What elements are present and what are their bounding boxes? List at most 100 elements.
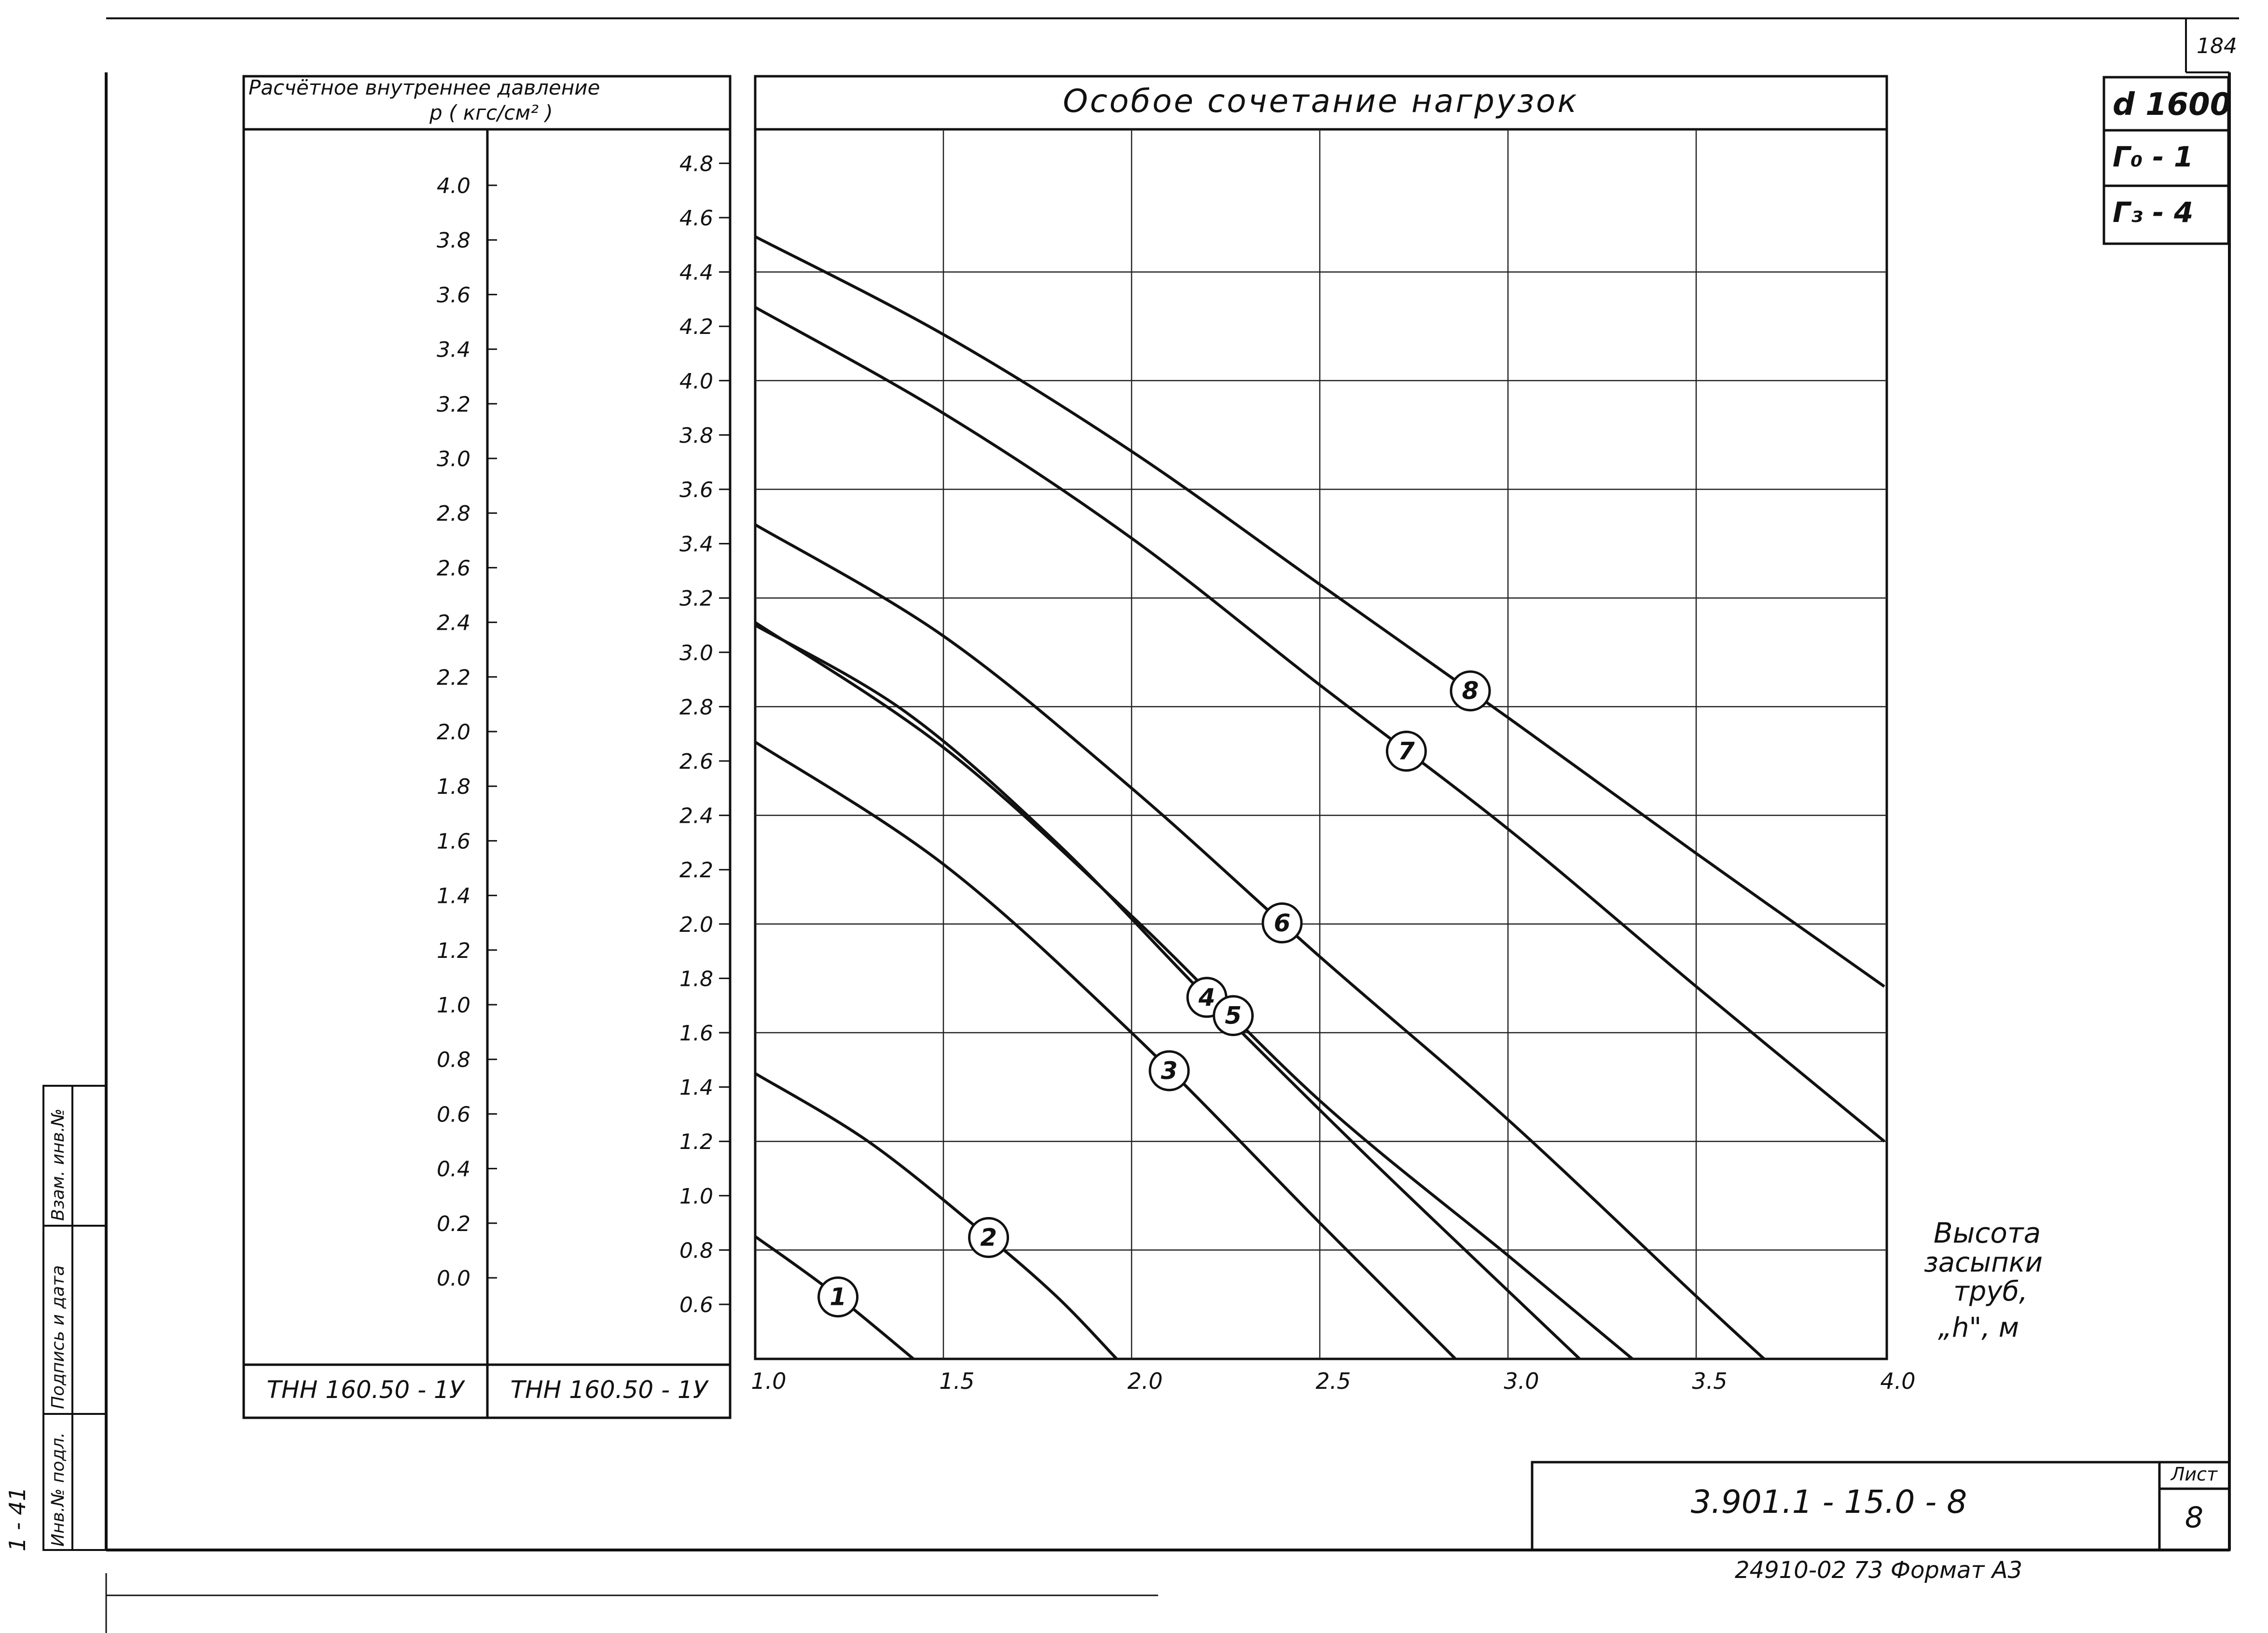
inner-tick-label: 4.8 <box>679 152 713 176</box>
curve-marker-8 <box>1450 670 1491 712</box>
curve-labels: 1 2 3 45 6 7 8 <box>817 670 1491 1318</box>
curve-marker-3 <box>1148 1050 1190 1092</box>
inner-tick-label: 2.6 <box>679 749 713 774</box>
outer-tick-label: 1.0 <box>437 993 470 1018</box>
x-label-line2: засыпки <box>1924 1247 2043 1278</box>
inner-tick-label: 3.6 <box>679 478 713 502</box>
inner-tick-label: 3.4 <box>679 532 713 557</box>
stamp-replaced-inv: Взам. инв.№ <box>48 1108 68 1221</box>
x-tick-label: 1.5 <box>939 1368 974 1394</box>
curves <box>754 235 1885 1360</box>
outer-tick-label: 1.8 <box>437 775 470 799</box>
inner-tick-label: 0.8 <box>679 1238 713 1263</box>
curve-7 <box>754 306 1885 1143</box>
outer-tick-label: 3.4 <box>437 338 470 362</box>
outer-tick-label: 3.8 <box>437 228 470 253</box>
outer-tick-label: 1.6 <box>437 829 470 854</box>
inner-tick-label: 1.0 <box>679 1184 713 1209</box>
x-tick-label: 2.0 <box>1127 1368 1162 1394</box>
inner-tick-label: 3.2 <box>679 586 713 611</box>
outer-tick-label: 2.4 <box>437 611 470 636</box>
curve-marker-2 <box>968 1217 1010 1259</box>
curve-marker-1 <box>817 1276 859 1318</box>
param-diameter: d 1600 <box>2113 87 2231 123</box>
pressure-header-line2: p ( кгс/см² ) <box>429 101 553 125</box>
inner-tick-label: 2.8 <box>679 695 713 720</box>
outer-tick-label: 0.2 <box>437 1212 470 1236</box>
curve-marker-7 <box>1385 731 1427 772</box>
curve-label-2: 2 <box>980 1224 997 1252</box>
chart-title: Особое сочетание нагрузок <box>1063 83 1579 120</box>
outer-tick-label: 0.8 <box>437 1048 470 1072</box>
outer-tick-label: 3.6 <box>437 283 470 307</box>
inner-tick-label: 4.6 <box>679 206 713 231</box>
footer-format: 24910-02 73 Формат А3 <box>1735 1557 2022 1584</box>
page-number: 184 <box>2197 34 2237 58</box>
title-block <box>1531 1461 2231 1551</box>
inner-tick-label: 0.6 <box>679 1293 713 1317</box>
margin-number: 1 - 41 <box>4 1487 30 1551</box>
x-tick-label: 2.5 <box>1315 1368 1351 1394</box>
curve-6 <box>754 523 1765 1360</box>
x-tick-label: 4.0 <box>1880 1368 1915 1394</box>
curve-8 <box>754 235 1885 988</box>
curve-4 <box>754 623 1581 1360</box>
curve-marker-6 <box>1261 902 1303 944</box>
inner-tick-label: 1.4 <box>679 1076 713 1100</box>
x-label-line4: „h", м <box>1938 1312 2019 1343</box>
inner-tick-label: 1.8 <box>679 967 713 991</box>
curve-label-5: 5 <box>1225 1002 1242 1030</box>
pressure-header-line1: Расчётное внутреннее давление <box>249 76 600 99</box>
inner-pressure-ticks: 0.6 0.8 1.0 1.2 1.4 1.6 1.8 2.0 2.2 2.4 2.6 2.8 3.0 3… <box>679 152 730 1317</box>
curve-3 <box>754 741 1456 1360</box>
param-box <box>2102 76 2230 245</box>
x-tick-label: 1.0 <box>751 1368 786 1394</box>
outer-tick-label: 2.8 <box>437 501 470 526</box>
curve-label-4: 4 <box>1198 983 1216 1011</box>
outer-tick-label: 3.0 <box>437 447 470 471</box>
document-code: 3.901.1 - 15.0 - 8 <box>1691 1483 1967 1521</box>
inner-tick-label: 3.0 <box>679 641 713 665</box>
outer-pressure-ticks: 0.0 0.2 0.4 0.6 0.8 1.0 1.2 1.4 1.6 1.8 2.0 2.2 2.4 2… <box>437 174 497 1291</box>
x-label-line1: Высота <box>1934 1217 2041 1249</box>
inner-tick-label: 4.2 <box>679 315 713 339</box>
outer-tick-label: 0.6 <box>437 1102 470 1127</box>
outer-tick-label: 0.4 <box>437 1157 470 1182</box>
param-g0: Г₀ - 1 <box>2113 140 2193 173</box>
outer-tick-label: 2.0 <box>437 720 470 745</box>
outer-tick-label: 2.2 <box>437 665 470 690</box>
x-label-line3: труб, <box>1953 1276 2028 1307</box>
curve-label-3: 3 <box>1161 1057 1178 1085</box>
inner-tick-label: 1.2 <box>679 1130 713 1154</box>
inner-tick-label: 4.0 <box>679 369 713 394</box>
curve-label-8: 8 <box>1462 677 1479 705</box>
x-tick-label: 3.5 <box>1692 1368 1727 1394</box>
curve-label-6: 6 <box>1274 909 1291 937</box>
outer-tick-label: 2.6 <box>437 556 470 581</box>
stamp-signature-date: Подпись и дата <box>48 1265 68 1409</box>
stamp-original-inv: Инв.№ подл. <box>48 1432 68 1547</box>
curve-marker-5 <box>1213 995 1254 1037</box>
pipe-label-right: ТНН 160.50 - 1У <box>511 1376 709 1404</box>
outer-tick-label: 0.0 <box>437 1266 470 1291</box>
inner-tick-label: 2.4 <box>679 804 713 829</box>
curve-label-7: 7 <box>1398 737 1415 765</box>
outer-tick-label: 1.4 <box>437 884 470 909</box>
sheet-label: Лист <box>2170 1464 2218 1485</box>
outer-tick-label: 1.2 <box>437 939 470 963</box>
sheet-number: 8 <box>2185 1501 2203 1535</box>
x-tick-label: 3.0 <box>1504 1368 1539 1394</box>
param-g3: Г₃ - 4 <box>2113 196 2193 229</box>
plot-area <box>754 75 1888 1360</box>
x-axis-ticks: 1.0 1.5 2.0 2.5 3.0 3.5 4.0 <box>751 1368 1915 1394</box>
margin-stamp-block <box>42 1085 107 1551</box>
inner-tick-label: 2.0 <box>679 913 713 937</box>
inner-tick-label: 1.6 <box>679 1021 713 1046</box>
inner-tick-label: 4.4 <box>679 261 713 285</box>
pressure-scale-table <box>242 75 732 1419</box>
outer-tick-label: 4.0 <box>437 174 470 198</box>
curve-label-1: 1 <box>830 1283 846 1311</box>
inner-tick-label: 2.2 <box>679 858 713 883</box>
